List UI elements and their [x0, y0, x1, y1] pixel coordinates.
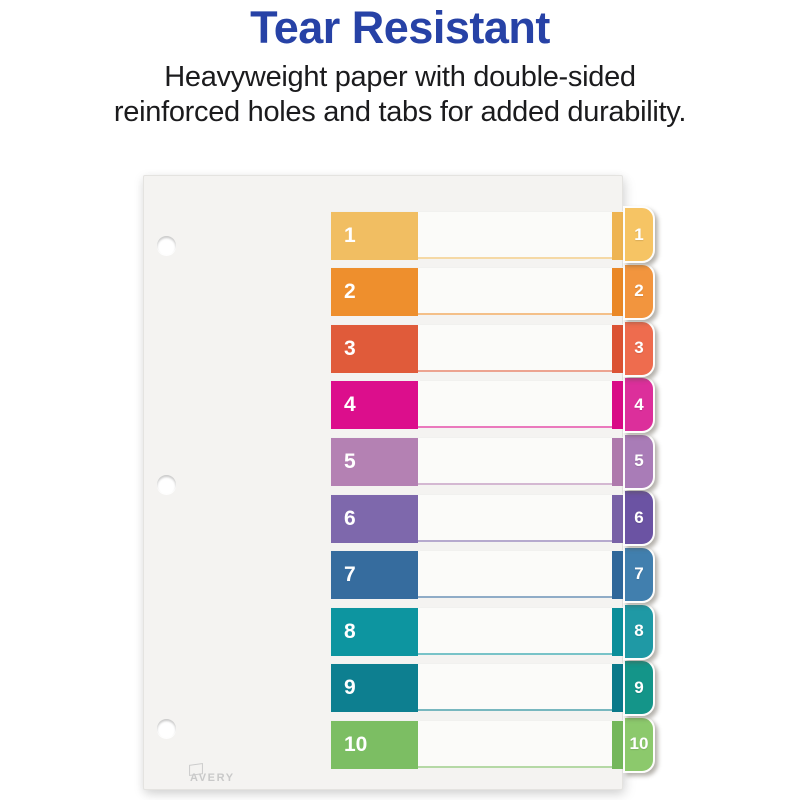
- row-number: 9: [344, 676, 356, 700]
- row-color-block: 6: [331, 494, 418, 543]
- index-tab-9: 9: [623, 659, 655, 717]
- row-rule-line: [416, 596, 624, 599]
- index-tab-6: 6: [623, 489, 655, 547]
- tab-number: 10: [629, 734, 649, 754]
- page-title: Tear Resistant: [250, 2, 550, 53]
- row-number: 1: [344, 223, 356, 247]
- divider-row: 7: [331, 550, 624, 600]
- brand-name: AVERY: [190, 772, 235, 784]
- row-color-block: 3: [331, 324, 418, 373]
- tab-number: 5: [634, 451, 644, 471]
- divider-row: 8: [331, 606, 624, 656]
- row-color-block: 8: [331, 607, 418, 656]
- row-color-block: 4: [331, 381, 418, 430]
- row-color-block: 10: [331, 720, 418, 769]
- divider-row: 4: [331, 380, 624, 430]
- edge-color-strip: [612, 437, 624, 486]
- row-color-block: 5: [331, 437, 418, 486]
- edge-color-strip: [612, 494, 624, 543]
- row-number: 5: [344, 449, 356, 473]
- row-number: 8: [344, 619, 356, 643]
- row-number: 2: [344, 280, 356, 304]
- divider-row: 10: [331, 719, 624, 769]
- tab-number: 7: [634, 564, 644, 584]
- divider-row: 1: [331, 210, 624, 260]
- tab-number: 4: [634, 394, 644, 414]
- row-number: 3: [344, 336, 356, 360]
- punch-hole-top: [157, 236, 176, 255]
- tab-number: 8: [634, 621, 644, 640]
- row-rule-line: [416, 765, 624, 768]
- brand-logo: AVERY: [189, 762, 235, 784]
- divider-row: 5: [331, 436, 624, 486]
- index-tab-3: 3: [623, 319, 655, 377]
- edge-color-strip: [612, 324, 624, 373]
- subtitle-line-2: reinforced holes and tabs for added dura…: [113, 96, 687, 128]
- edge-color-strip: [612, 268, 624, 317]
- divider-row: 2: [331, 267, 624, 317]
- row-rule-line: [416, 482, 624, 485]
- divider-row: 3: [331, 323, 624, 373]
- edge-color-strip: [612, 211, 624, 260]
- index-tab-10: 10: [623, 715, 655, 773]
- tab-number: 9: [634, 677, 644, 697]
- row-rule-line: [416, 256, 624, 259]
- tab-number: 2: [634, 281, 644, 301]
- index-tab-1: 1: [623, 206, 655, 264]
- row-color-block: 2: [331, 268, 418, 317]
- row-color-block: 1: [331, 211, 418, 260]
- row-rule-line: [416, 369, 624, 372]
- index-tab-7: 7: [623, 545, 655, 603]
- row-number: 10: [344, 732, 368, 756]
- tab-number: 3: [634, 338, 644, 357]
- index-tab-2: 2: [623, 262, 655, 320]
- edge-color-strip: [612, 551, 624, 600]
- edge-color-strip: [612, 381, 624, 430]
- row-rule-line: [416, 652, 624, 655]
- punch-hole-middle: [157, 475, 176, 494]
- row-color-block: 7: [331, 551, 418, 600]
- index-tab-8: 8: [623, 602, 655, 660]
- edge-color-strip: [612, 607, 624, 656]
- row-number: 6: [344, 506, 356, 530]
- row-number: 7: [344, 563, 356, 587]
- divider-sheet: 1 2 3 4 5 6 7 8 9 10 1 2 3 4 5 6 7 8 9 10 AVERY: [143, 175, 655, 790]
- headline: Tear Resistant Heavyweight paper with do…: [0, 0, 800, 130]
- punch-hole-bottom: [157, 719, 176, 738]
- index-tab-4: 4: [623, 376, 655, 434]
- divider-row: 9: [331, 663, 624, 713]
- row-rule-line: [416, 539, 624, 542]
- row-number: 4: [344, 393, 356, 417]
- row-rule-line: [416, 426, 624, 429]
- edge-color-strip: [612, 720, 624, 769]
- subtitle-line-1: Heavyweight paper with double-sided: [164, 61, 636, 93]
- row-color-block: 9: [331, 664, 418, 713]
- tab-number: 6: [634, 507, 644, 527]
- row-rule-line: [416, 313, 624, 316]
- edge-color-strip: [612, 664, 624, 713]
- tab-number: 1: [634, 224, 644, 244]
- divider-row: 6: [331, 493, 624, 543]
- index-tab-5: 5: [623, 432, 655, 490]
- row-rule-line: [416, 709, 624, 712]
